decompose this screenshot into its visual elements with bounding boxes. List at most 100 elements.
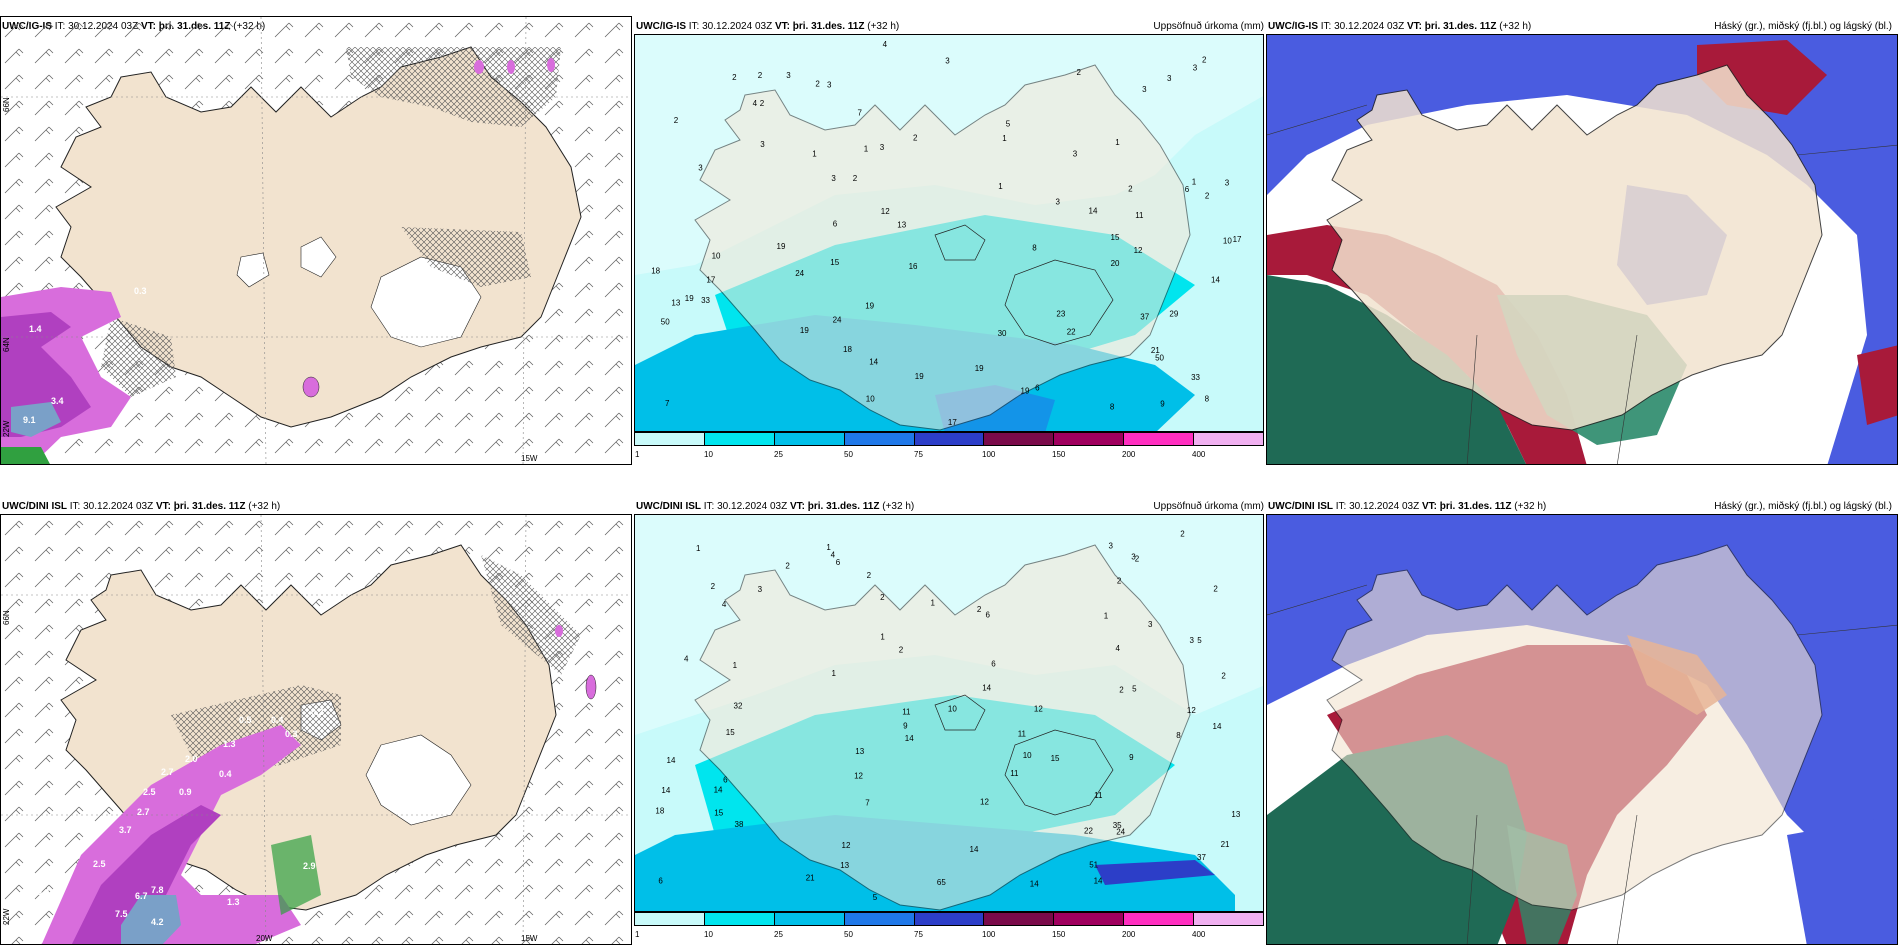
iceland-landmass: [1326, 544, 1823, 911]
precip-value: 13: [855, 747, 864, 756]
precip-value: 2: [977, 605, 982, 614]
precip-value: 19: [975, 364, 984, 373]
precip-value: 13: [840, 861, 849, 870]
precip-value: 1: [733, 661, 738, 670]
precip-value: 6: [1185, 185, 1190, 194]
precip-value: 6: [986, 611, 991, 620]
precip-value: 3: [760, 140, 765, 149]
precip-value: 6: [991, 659, 996, 668]
iceland-landmass: [694, 544, 1191, 911]
precip-value: 4: [1116, 644, 1121, 653]
precip-value: 1: [1115, 138, 1120, 147]
precip-value: 37: [1140, 313, 1149, 322]
precip-value: 4: [831, 550, 836, 559]
glacier-outline: [1004, 259, 1114, 346]
precip-value: 2: [674, 116, 679, 125]
precip-value: 19: [800, 326, 809, 335]
precip-blob-green: [271, 835, 321, 915]
precip-value: 4: [753, 99, 758, 108]
precip-value: 12: [1034, 704, 1043, 713]
precip-value: 4: [883, 40, 888, 49]
precip-value: 12: [1134, 246, 1143, 255]
precip-value: 2: [758, 71, 763, 80]
value-label: 2.5: [93, 859, 106, 869]
glacier-outline: [934, 694, 986, 731]
precip-value: 3: [880, 143, 885, 152]
precip-value: 8: [1176, 731, 1181, 740]
precip-value: 24: [1116, 827, 1125, 836]
lon-label: 15W: [521, 934, 538, 943]
precip-blob-south: [302, 376, 320, 398]
cloud-high-red-e: [1857, 345, 1897, 425]
precip-value: 8: [1032, 243, 1037, 252]
precip-blob-core: [121, 895, 181, 944]
precip-value: 10: [866, 394, 875, 403]
precip-value: 65: [937, 878, 946, 887]
value-label: 2.9: [303, 861, 316, 871]
wind-map: 0.5 0.4 0.3 0.2 1.3 2.0 2.7 2.5 0.9 0.4 …: [1, 515, 631, 944]
precip-value: 12: [842, 841, 851, 850]
precip-value: 38: [735, 820, 744, 829]
precip-value: 2: [815, 79, 820, 88]
value-label: 3.7: [119, 825, 132, 835]
glacier-hofsjokull: [236, 252, 270, 288]
precip-value: 9: [1160, 400, 1165, 409]
lon-label: 22W: [2, 420, 11, 437]
map-frame: 0.3 1.4 3.4 9.1 66N 64N 15W 22W: [0, 16, 632, 465]
precip-value: 6: [658, 877, 663, 886]
lon-label: 15W: [521, 454, 538, 463]
precip-value: 14: [1094, 877, 1103, 886]
precip-value: 3: [698, 164, 703, 173]
precip-value: 3: [1193, 64, 1198, 73]
panel-subtitle: Háský (gr.), miðský (fj.bl.) og lágský (…: [1714, 21, 1892, 32]
precip-value: 10: [712, 252, 721, 261]
panel-subtitle: Háský (gr.), miðský (fj.bl.) og lágský (…: [1714, 501, 1892, 512]
precip-value: 3: [1167, 74, 1172, 83]
value-label: 3.4: [51, 396, 64, 406]
panel-top-precip: UWC/IG-IS IT: 30.12.2024 03Z VT: þri. 31…: [634, 0, 1266, 466]
precip-value: 2: [732, 73, 737, 82]
value-label: 2.7: [137, 807, 150, 817]
precip-value: 18: [651, 266, 660, 275]
iceland-landmass: [694, 64, 1191, 431]
precip-value: 14: [1030, 880, 1039, 889]
precip-value: 15: [1051, 754, 1060, 763]
value-label: 7.8: [151, 885, 164, 895]
glacier-outline: [1004, 729, 1114, 816]
precip-value: 50: [1155, 354, 1164, 363]
precip-value: 3: [786, 71, 791, 80]
precip-value: 3: [1056, 197, 1061, 206]
value-label: 0.9: [179, 787, 192, 797]
precip-value: 2: [1180, 529, 1185, 538]
value-label: 2.5: [143, 787, 156, 797]
precip-value: 3: [827, 81, 832, 90]
wind-map: 0.3 1.4 3.4 9.1 66N 64N 15W 22W: [1, 17, 631, 464]
precip-colorbar: [634, 912, 1264, 926]
precip-value: 20: [1111, 259, 1120, 268]
cloud-high-blue-s: [1787, 815, 1897, 944]
precip-value: 22: [1084, 826, 1093, 835]
precip-value: 15: [714, 809, 723, 818]
precip-value: 13: [897, 221, 906, 230]
precip-value: 2: [867, 571, 872, 580]
precip-value: 50: [661, 317, 670, 326]
precip-value: 3: [831, 174, 836, 183]
lat-label: 66N: [2, 610, 11, 625]
precip-value: 2: [1128, 185, 1133, 194]
value-label: 0.4: [271, 715, 284, 725]
map-frame: 0.5 0.4 0.3 0.2 1.3 2.0 2.7 2.5 0.9 0.4 …: [0, 514, 632, 945]
precip-value: 19: [1021, 386, 1030, 395]
lon-label: 20W: [256, 934, 273, 943]
precip-value: 3: [1131, 553, 1136, 562]
precip-value: 1: [1002, 134, 1007, 143]
precip-value: 14: [1211, 276, 1220, 285]
precip-value: 3: [1148, 620, 1153, 629]
value-label: 0.4: [219, 769, 232, 779]
precip-blob-core: [11, 402, 61, 437]
value-label: 2.0: [185, 754, 198, 764]
panel-title: UWC/IG-IS IT: 30.12.2024 03Z VT: þri. 31…: [636, 21, 900, 32]
value-label: 1.4: [29, 324, 42, 334]
precip-value: 5: [1006, 119, 1011, 128]
